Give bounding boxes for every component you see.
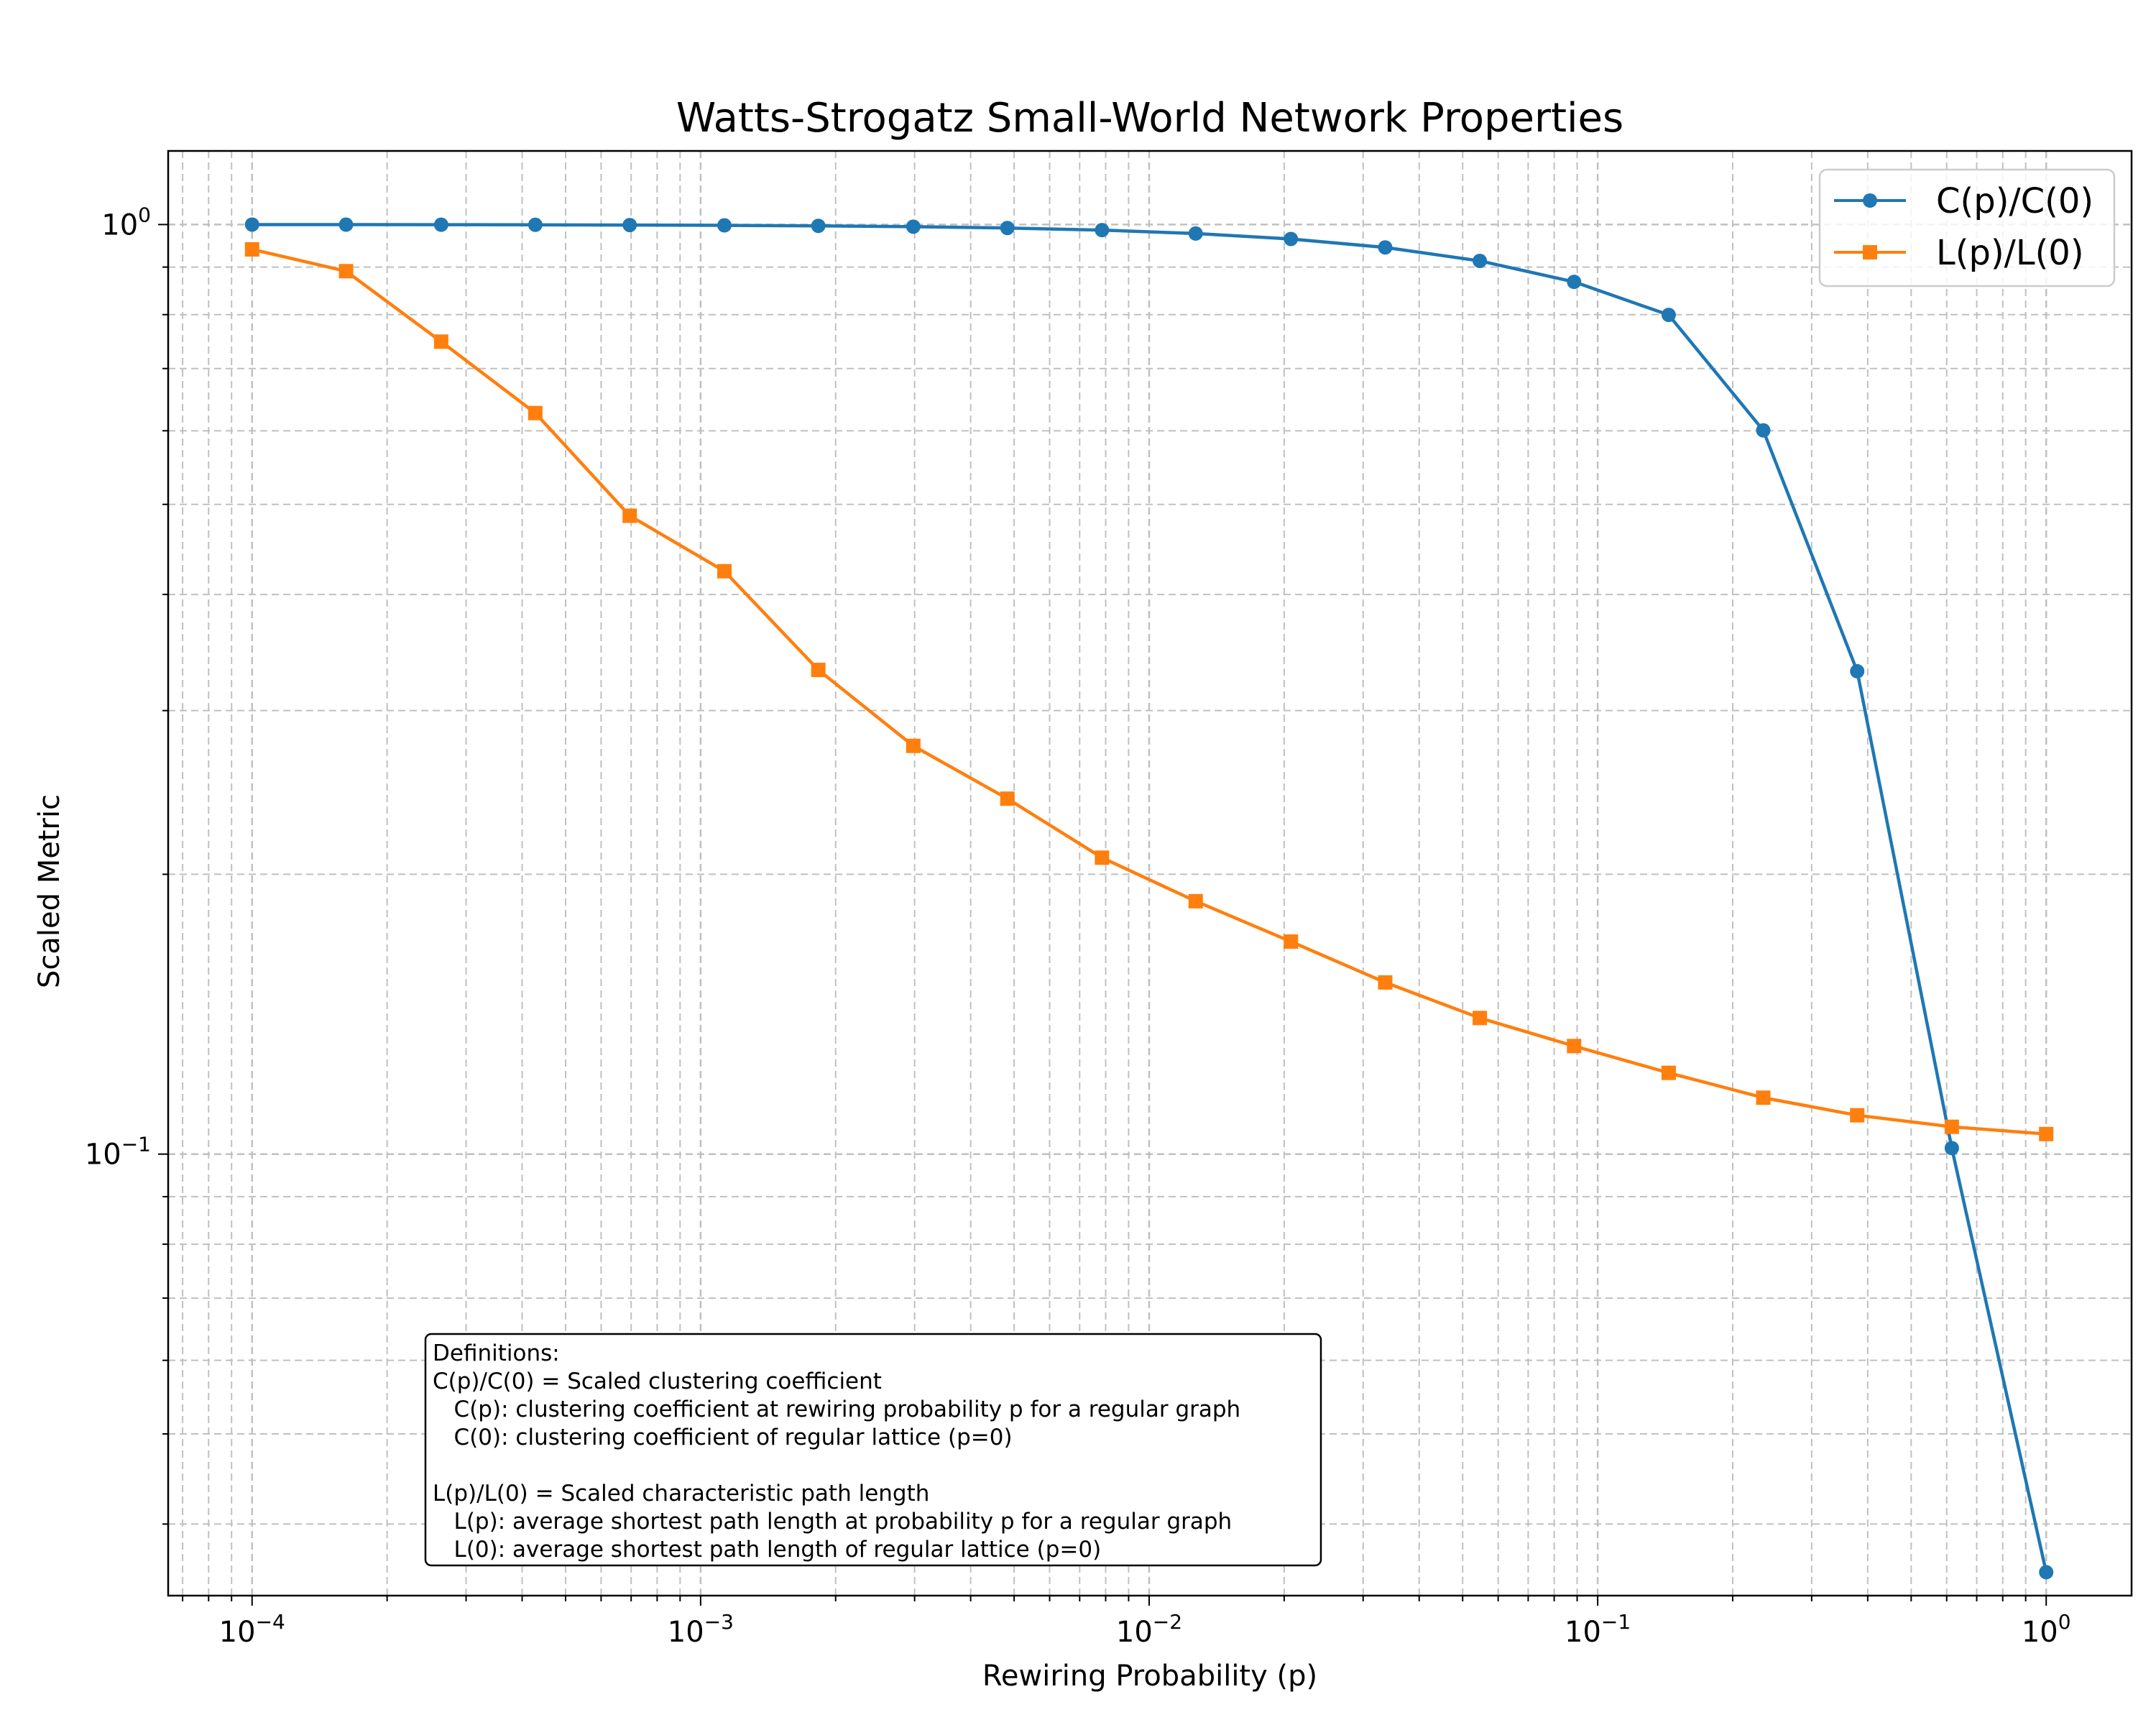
data-point-square: [433, 334, 448, 349]
data-point-square: [338, 264, 354, 279]
data-point-square: [1661, 1065, 1676, 1080]
ticks: 10−4 10−3 10−2 10−1 100 10−1 100: [85, 203, 2071, 1649]
data-point-square: [1188, 893, 1203, 908]
y-tick-label: 10−1: [85, 1133, 151, 1172]
series-0: [244, 217, 2054, 1580]
data-point-circle: [244, 217, 259, 232]
data-point-circle: [1944, 1141, 1959, 1156]
data-point-square: [1378, 975, 1393, 990]
y-axis-label: Scaled Metric: [33, 794, 66, 988]
data-point-square: [2039, 1126, 2054, 1141]
data-point-circle: [1284, 231, 1299, 247]
data-point-square: [1756, 1090, 1771, 1105]
data-point-circle: [2039, 1565, 2054, 1580]
x-tick-label: 100: [2022, 1610, 2071, 1649]
data-point-square: [1850, 1108, 1865, 1123]
legend-label-c: C(p)/C(0): [1936, 181, 2093, 221]
x-tick-label: 10−1: [1565, 1610, 1631, 1649]
data-point-square: [811, 663, 826, 678]
legend-label-l: L(p)/L(0): [1936, 233, 2084, 273]
plot-frame: [167, 150, 2133, 1597]
data-point-circle: [1756, 423, 1771, 438]
data-point-square: [1000, 791, 1015, 806]
y-tick-label: 100: [101, 203, 151, 242]
data-point-circle: [433, 217, 448, 232]
data-point-circle: [717, 218, 732, 233]
series-layer: [244, 217, 2054, 1580]
legend: C(p)/C(0) L(p)/L(0): [1818, 168, 2116, 288]
data-point-circle: [338, 217, 354, 232]
legend-marker-l: [1863, 245, 1877, 259]
data-point-circle: [528, 217, 543, 232]
data-point-square: [244, 242, 259, 257]
data-point-circle: [1850, 663, 1865, 678]
data-point-circle: [1473, 253, 1488, 268]
data-point-circle: [1378, 240, 1393, 255]
legend-box: [1818, 168, 2116, 288]
grid: [168, 151, 2132, 1596]
x-axis-label: Rewiring Probability (p): [982, 1660, 1317, 1693]
definitions-frame: [424, 1333, 1322, 1567]
chart-title: Watts-Strogatz Small-World Network Prope…: [676, 95, 1623, 142]
data-point-circle: [1661, 308, 1676, 323]
data-point-square: [1944, 1119, 1959, 1134]
data-point-circle: [811, 218, 826, 234]
data-point-square: [1095, 850, 1110, 865]
data-point-square: [622, 508, 637, 523]
data-point-square: [717, 564, 732, 579]
data-point-square: [528, 405, 543, 420]
series-line: [252, 223, 2048, 1573]
series-line: [252, 247, 2047, 1136]
x-tick-label: 10−4: [219, 1610, 285, 1649]
definitions-text: Definitions: C(p)/C(0) = Scaled clusterin…: [433, 1340, 1240, 1563]
series-1: [244, 242, 2054, 1141]
data-point-square: [1567, 1039, 1582, 1054]
data-point-square: [1473, 1011, 1488, 1026]
data-point-circle: [906, 219, 921, 234]
definitions-box: Definitions: C(p)/C(0) = Scaled clusterin…: [424, 1333, 1322, 1567]
data-point-circle: [1567, 275, 1582, 290]
data-point-circle: [622, 218, 637, 233]
x-tick-label: 10−3: [668, 1610, 734, 1649]
data-point-circle: [1095, 223, 1110, 238]
data-point-circle: [1000, 221, 1015, 236]
x-tick-label: 10−2: [1116, 1610, 1182, 1649]
data-point-square: [906, 738, 921, 753]
data-point-circle: [1188, 226, 1203, 241]
legend-marker-c: [1863, 193, 1877, 208]
data-point-square: [1284, 934, 1299, 949]
